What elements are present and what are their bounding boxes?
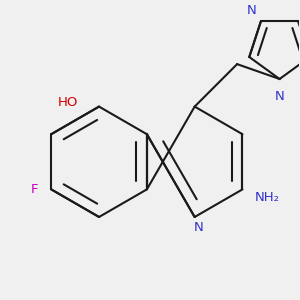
- Text: N: N: [247, 4, 256, 17]
- Text: N: N: [275, 90, 284, 103]
- Text: NH₂: NH₂: [255, 191, 280, 204]
- Text: F: F: [31, 183, 38, 196]
- Text: N: N: [194, 221, 204, 234]
- Text: HO: HO: [57, 96, 78, 109]
